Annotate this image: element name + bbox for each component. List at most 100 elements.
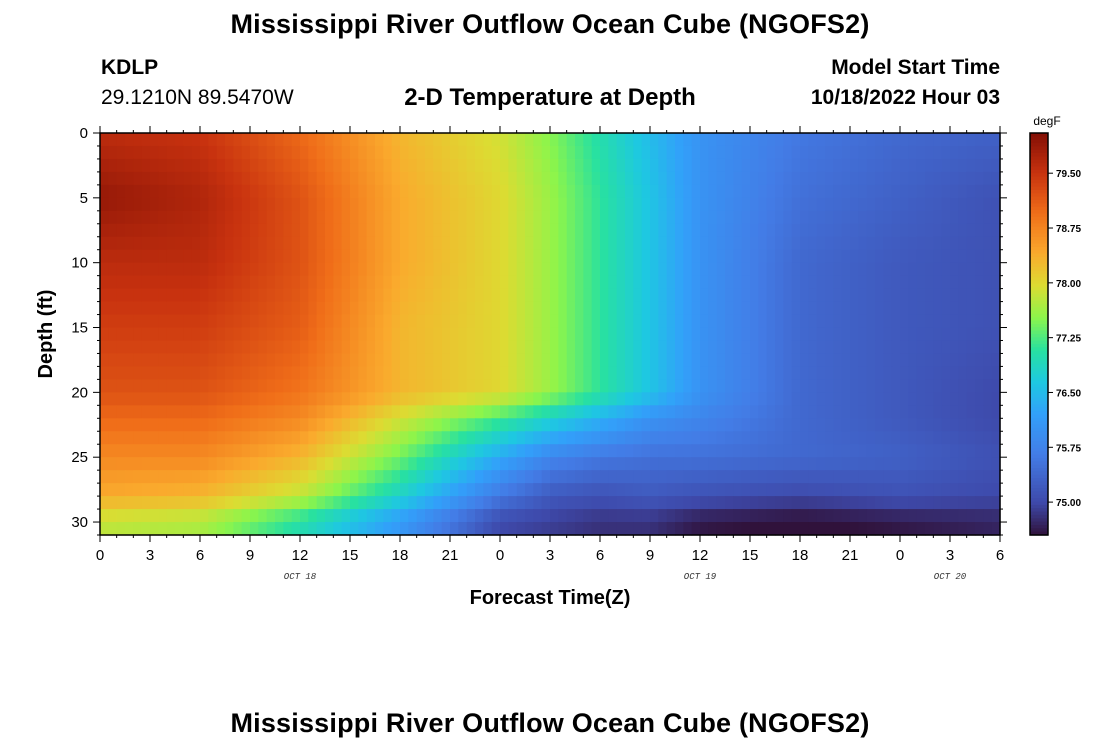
heatmap-cell (975, 288, 984, 303)
heatmap-cell (366, 431, 376, 445)
heatmap-cell (850, 379, 859, 393)
heatmap-cell (941, 133, 951, 147)
heatmap-cell (908, 262, 918, 277)
heatmap-cell (341, 327, 351, 342)
heatmap-cell (400, 145, 409, 160)
heatmap-cell (875, 301, 884, 316)
heatmap-cell (533, 405, 543, 419)
heatmap-cell (141, 197, 151, 212)
heatmap-cell (941, 288, 951, 303)
colorbar-swatch (1030, 431, 1048, 436)
heatmap-cell (325, 379, 334, 393)
heatmap-cell (975, 457, 984, 471)
heatmap-cell (800, 301, 809, 316)
heatmap-cell (458, 223, 468, 238)
y-tick-label: 25 (71, 449, 88, 466)
colorbar-swatch (1030, 139, 1048, 144)
heatmap-cell (358, 379, 368, 393)
heatmap-cell (775, 236, 784, 251)
heatmap-cell (491, 314, 501, 329)
heatmap-cell (858, 249, 868, 264)
heatmap-cell (641, 223, 651, 238)
heatmap-cell (133, 262, 143, 277)
heatmap-cell (333, 184, 343, 199)
colorbar-swatch (1030, 437, 1048, 442)
heatmap-cell (366, 496, 376, 510)
heatmap-cell (491, 353, 501, 368)
heatmap-cell (491, 431, 501, 445)
heatmap-cell (433, 210, 443, 225)
heatmap-cell (816, 327, 826, 342)
heatmap-cell (933, 171, 943, 186)
heatmap-cell (966, 249, 976, 264)
heatmap-cell (633, 483, 643, 497)
heatmap-cell (458, 509, 468, 523)
heatmap-cell (825, 431, 834, 445)
heatmap-cell (433, 288, 443, 303)
heatmap-cell (683, 496, 693, 510)
heatmap-cell (183, 496, 193, 510)
heatmap-cell (583, 249, 593, 264)
heatmap-cell (208, 223, 218, 238)
heatmap-cell (666, 301, 676, 316)
heatmap-cell (966, 158, 976, 173)
heatmap-cell (350, 197, 359, 212)
heatmap-cell (191, 392, 201, 406)
heatmap-cell (391, 522, 401, 536)
heatmap-cell (975, 483, 984, 497)
heatmap-cell (816, 236, 826, 251)
heatmap-cell (825, 210, 834, 225)
heatmap-cell (200, 314, 209, 329)
heatmap-cell (883, 145, 893, 160)
heatmap-cell (883, 197, 893, 212)
heatmap-cell (583, 405, 593, 419)
heatmap-cell (716, 340, 726, 355)
heatmap-cell (258, 236, 268, 251)
heatmap-cell (783, 301, 793, 316)
heatmap-cell (966, 133, 976, 147)
heatmap-cell (691, 249, 701, 264)
heatmap-cell (583, 133, 593, 147)
heatmap-cell (858, 353, 868, 368)
heatmap-cell (841, 431, 851, 445)
heatmap-cell (475, 470, 484, 484)
heatmap-cell (108, 275, 118, 290)
heatmap-cell (100, 431, 109, 445)
heatmap-cell (200, 522, 209, 536)
colorbar-swatch (1030, 166, 1048, 171)
heatmap-cell (241, 288, 251, 303)
heatmap-cell (833, 379, 843, 393)
heatmap-cell (483, 327, 493, 342)
heatmap-cell (425, 353, 434, 368)
heatmap-cell (925, 158, 934, 173)
heatmap-cell (558, 327, 568, 342)
colorbar-swatch (1030, 354, 1048, 359)
heatmap-cell (958, 483, 968, 497)
heatmap-cell (208, 158, 218, 173)
heatmap-cell (650, 275, 659, 290)
heatmap-cell (341, 392, 351, 406)
heatmap-cell (616, 275, 626, 290)
heatmap-cell (958, 340, 968, 355)
heatmap-cell (666, 275, 676, 290)
heatmap-cell (350, 431, 359, 445)
heatmap-cell (233, 522, 243, 536)
heatmap-cell (741, 210, 751, 225)
heatmap-cell (941, 496, 951, 510)
heatmap-cell (641, 457, 651, 471)
heatmap-cell (300, 444, 309, 458)
heatmap-cell (666, 223, 676, 238)
heatmap-cell (516, 405, 526, 419)
heatmap-cell (975, 496, 984, 510)
heatmap-cell (516, 483, 526, 497)
heatmap-cell (266, 353, 276, 368)
heatmap-cell (566, 483, 576, 497)
heatmap-cell (491, 392, 501, 406)
heatmap-cell (641, 340, 651, 355)
heatmap-cell (375, 210, 384, 225)
heatmap-cell (275, 184, 284, 199)
heatmap-cell (233, 288, 243, 303)
heatmap-cell (816, 171, 826, 186)
heatmap-cell (325, 288, 334, 303)
heatmap-cell (433, 483, 443, 497)
